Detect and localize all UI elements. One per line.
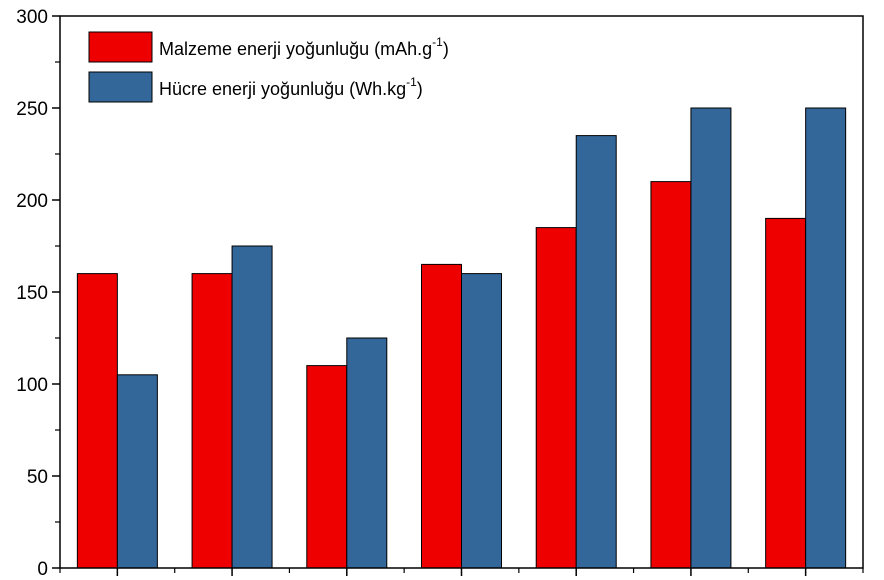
legend-swatch-hucre bbox=[88, 71, 153, 103]
y-tick-label: 50 bbox=[27, 467, 48, 488]
bar-series1-6 bbox=[805, 107, 847, 569]
y-tick-label: 200 bbox=[16, 191, 48, 212]
bar-series0-1 bbox=[191, 273, 233, 569]
bar-series1-1 bbox=[231, 245, 273, 569]
bar-series0-3 bbox=[421, 263, 462, 569]
bar-series0-2 bbox=[306, 365, 348, 569]
y-tick-label: 250 bbox=[16, 99, 48, 120]
y-tick-label: 100 bbox=[16, 375, 48, 396]
bars-group bbox=[76, 107, 847, 569]
bar-series1-5 bbox=[690, 107, 732, 569]
bar-series1-0 bbox=[116, 374, 158, 569]
bar-series0-6 bbox=[765, 217, 807, 569]
legend-label-hucre: Hücre enerji yoğunluğu (Wh.kg-1) bbox=[159, 75, 423, 99]
legend-swatch-malzeme bbox=[88, 31, 153, 63]
bar-series0-0 bbox=[76, 273, 118, 569]
axes-group: 0 50 100 150 200 250 300 bbox=[16, 7, 864, 580]
legend-label-malzeme: Malzeme enerji yoğunluğu (mAh.g-1) bbox=[159, 35, 449, 59]
y-tick-label: 150 bbox=[16, 283, 48, 304]
bar-series1-2 bbox=[346, 337, 388, 569]
bar-series0-5 bbox=[650, 181, 692, 569]
bar-series1-4 bbox=[575, 135, 617, 569]
y-tick-label: 300 bbox=[16, 7, 48, 28]
y-tick-label: 0 bbox=[37, 559, 48, 580]
bar-series1-3 bbox=[461, 273, 502, 569]
legend: Malzeme enerji yoğunluğu (mAh.g-1) Hücre… bbox=[88, 31, 449, 103]
bar-series0-4 bbox=[535, 227, 577, 569]
